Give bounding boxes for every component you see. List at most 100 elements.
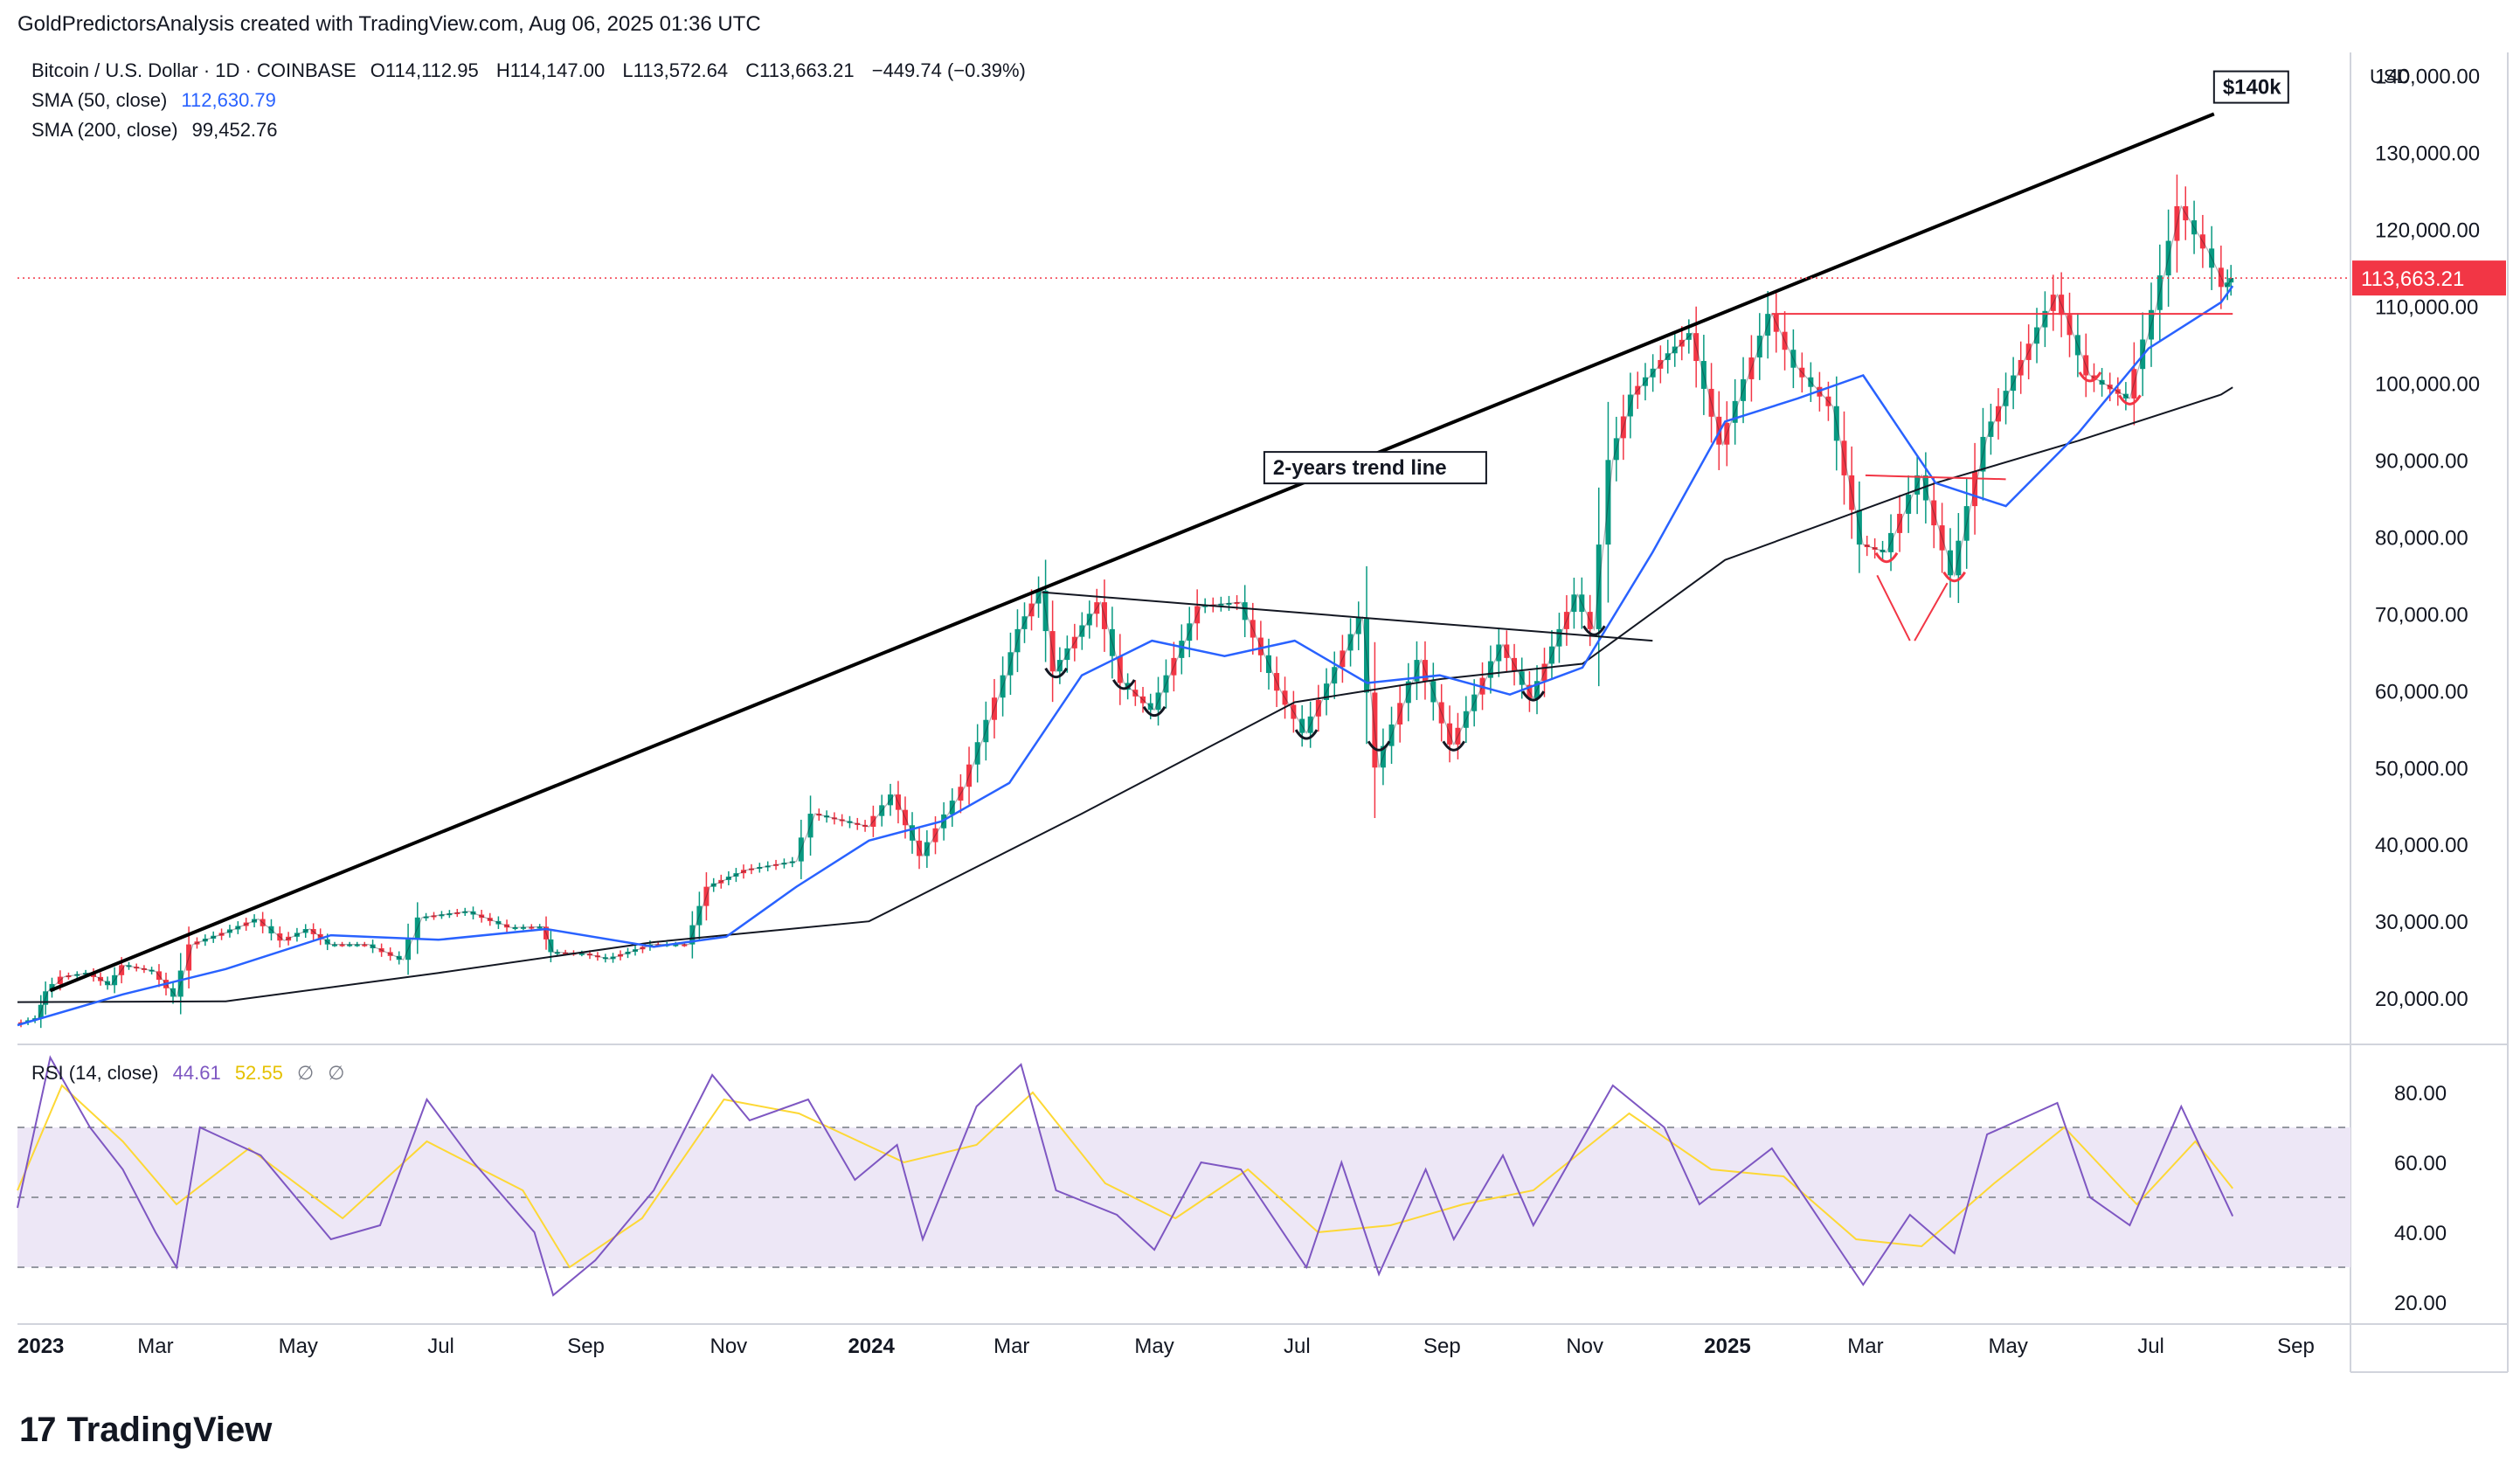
candle-body xyxy=(1028,603,1035,617)
candle-body xyxy=(1049,631,1056,672)
candle-body xyxy=(587,953,593,956)
target-label-text: $140k xyxy=(2223,76,2281,100)
price-axis-tick: 70,000.00 xyxy=(2375,603,2468,627)
trend-label[interactable]: 2-years trend line xyxy=(1263,451,1487,485)
price-axis-tick: 80,000.00 xyxy=(2375,526,2468,550)
trend-label-text: 2-years trend line xyxy=(1273,456,1447,480)
candle-body xyxy=(317,933,323,940)
candle-body xyxy=(529,926,535,929)
candle-body xyxy=(447,913,453,916)
candle-body xyxy=(1627,394,1633,417)
bottom-marker xyxy=(1367,740,1391,752)
candle-body xyxy=(294,933,300,937)
candle-body xyxy=(2199,234,2205,249)
price-axis-tick: 130,000.00 xyxy=(2375,142,2480,165)
candle-body xyxy=(2218,267,2224,288)
rsi-axis-tick: 60.00 xyxy=(2394,1152,2447,1175)
candle-body xyxy=(1956,540,1962,576)
candle-body xyxy=(781,863,787,865)
neckline[interactable] xyxy=(1042,591,1653,642)
price-series-line[interactable] xyxy=(17,205,2233,1025)
last-price-badge xyxy=(2352,260,2506,296)
rsi-legend[interactable]: RSI (14, close) 44.61 52.55 ∅ ∅ xyxy=(31,1062,353,1085)
candle-body xyxy=(414,917,420,940)
rsi-line[interactable] xyxy=(17,1055,2234,1297)
candle-body xyxy=(1372,692,1378,768)
candle-body xyxy=(1035,590,1042,604)
candle-body xyxy=(682,944,688,947)
candle-body xyxy=(211,935,217,940)
candle-body xyxy=(66,975,72,978)
price-axis-tick: 120,000.00 xyxy=(2375,218,2480,242)
time-axis-tick: Mar xyxy=(1847,1335,1883,1358)
candle-body xyxy=(902,809,908,826)
candle-body xyxy=(1650,368,1656,378)
candle-body xyxy=(362,944,368,947)
candle-body xyxy=(2018,359,2024,376)
rsi-axis-tick: 20.00 xyxy=(2394,1292,2447,1315)
time-axis-tick: Mar xyxy=(137,1335,173,1358)
candle-body xyxy=(112,974,118,986)
candle-body xyxy=(757,867,763,870)
target-label[interactable]: $140k xyxy=(2212,70,2289,104)
candle-body xyxy=(354,944,360,947)
candle-body xyxy=(1596,544,1602,629)
candle-body xyxy=(1397,703,1403,725)
sma200-line[interactable] xyxy=(17,386,2233,1003)
candle-body xyxy=(504,924,510,928)
candle-body xyxy=(226,929,232,933)
candle-body xyxy=(1519,671,1525,685)
sma50-line[interactable] xyxy=(17,285,2234,1027)
candle-body xyxy=(1833,406,1839,441)
candle-body xyxy=(1620,416,1626,439)
rsi-ma-line[interactable] xyxy=(17,1084,2233,1269)
time-axis-tick: May xyxy=(1134,1335,1173,1358)
candle-body xyxy=(2165,240,2171,276)
candle-body xyxy=(1307,716,1313,733)
candle-body xyxy=(1071,636,1077,648)
sma200-legend[interactable]: SMA (200, close) 99,452.76 xyxy=(31,119,287,142)
time-axis-tick: 2025 xyxy=(1704,1335,1750,1358)
candle-body xyxy=(2228,278,2234,283)
red-arrow xyxy=(1876,574,1911,641)
sma50-legend[interactable]: SMA (50, close) 112,630.79 xyxy=(31,89,285,112)
candle-body xyxy=(640,947,646,950)
candle-body xyxy=(1756,336,1762,358)
price-axis-tick: 20,000.00 xyxy=(2375,988,2468,1011)
candle-body xyxy=(1579,594,1585,613)
candle-body xyxy=(632,949,638,952)
candle-body xyxy=(789,861,795,863)
candle-body xyxy=(1242,602,1248,621)
candle-body xyxy=(277,933,283,941)
candle-body xyxy=(1782,331,1788,350)
candle-body xyxy=(740,870,746,874)
candle-body xyxy=(1299,718,1305,733)
candle-body xyxy=(1324,683,1330,700)
candle-body xyxy=(773,863,779,866)
support-line[interactable] xyxy=(1865,474,2006,481)
candle-body xyxy=(1094,602,1100,614)
candle-body xyxy=(1282,690,1288,705)
candle-body xyxy=(1447,723,1453,745)
trend-line[interactable] xyxy=(49,112,2215,993)
candle-body xyxy=(1841,440,1847,475)
candle-body xyxy=(1947,550,1953,576)
sma50-label: SMA (50, close) xyxy=(31,89,168,111)
candle-body xyxy=(1931,500,1937,526)
candle-body xyxy=(520,926,526,929)
candle-body xyxy=(156,971,162,981)
rsi-extra-2: ∅ xyxy=(328,1062,345,1084)
candle-body xyxy=(324,939,330,945)
candle-body xyxy=(1086,614,1092,626)
candle-body xyxy=(2131,369,2137,399)
candle-body xyxy=(618,953,624,957)
candle-body xyxy=(2209,248,2215,268)
candle-body xyxy=(1773,314,1779,332)
candle-body xyxy=(1422,660,1428,682)
candle-body xyxy=(839,819,845,822)
candle-body xyxy=(268,926,274,934)
candle-body xyxy=(1658,359,1664,369)
candle-body xyxy=(602,957,608,960)
bottom-marker-red xyxy=(2118,394,2142,406)
